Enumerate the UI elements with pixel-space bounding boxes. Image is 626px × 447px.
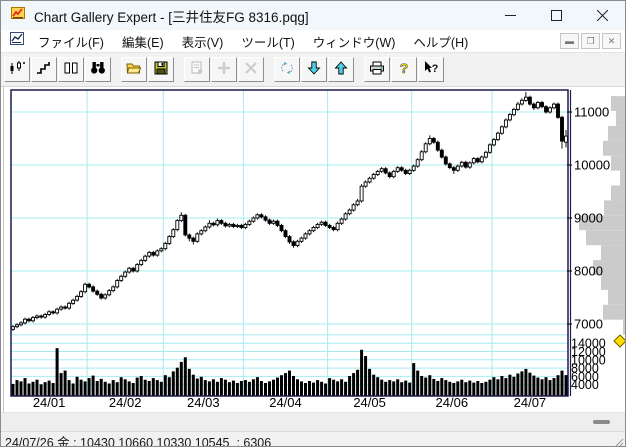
minimize-button[interactable] [487, 1, 533, 30]
svg-text:14000: 14000 [571, 337, 606, 351]
mdi-window-controls: ▬ ❐ ✕ [560, 33, 621, 49]
toolbar-separator [175, 53, 184, 86]
menu-window[interactable]: ウィンドウ(W) [312, 35, 396, 50]
save-floppy-icon [152, 60, 170, 79]
title-bar: Chart Gallery Expert - [三井住友FG 8316.pqg] [1, 1, 625, 30]
question-mark-icon: ? [395, 60, 413, 79]
help-button[interactable]: ? [391, 57, 417, 82]
toolbar: ? ? [1, 53, 625, 87]
volume-bars [11, 348, 568, 396]
horizontal-scrollbar[interactable] [1, 412, 625, 431]
plot-frame [10, 89, 572, 397]
price-chart[interactable]: 1100010000900080007000140001200010000800… [1, 87, 626, 412]
candlestick-icon [8, 60, 26, 79]
search-button[interactable] [85, 57, 111, 82]
svg-text:8000: 8000 [571, 362, 599, 376]
diamond-marker [613, 334, 625, 348]
x-axis-labels: 24/01 24/02 24/03 24/04 24/05 24/06 24/07 [33, 395, 546, 410]
maximize-button[interactable] [533, 1, 579, 30]
down-arrow-icon [305, 60, 323, 79]
svg-text:24/06: 24/06 [436, 395, 469, 410]
svg-text:24/04: 24/04 [269, 395, 302, 410]
menu-file[interactable]: ファイル(F) [38, 35, 104, 50]
svg-text:12000: 12000 [571, 345, 606, 359]
menu-tools[interactable]: ツール(T) [241, 35, 295, 50]
svg-text:4000: 4000 [571, 378, 599, 392]
scroll-down-button[interactable] [301, 57, 327, 82]
add-button [211, 57, 237, 82]
open-folder-icon [125, 60, 143, 79]
help-cursor-icon: ? [422, 60, 440, 79]
gridlines [3, 87, 568, 412]
window-title: Chart Gallery Expert - [三井住友FG 8316.pqg] [34, 9, 309, 25]
menu-edit[interactable]: 編集(E) [121, 35, 164, 50]
toolbar-separator [265, 53, 274, 86]
toolbar-separator [355, 53, 364, 86]
scrollbar-thumb[interactable] [593, 420, 610, 424]
refresh-button[interactable] [274, 57, 300, 82]
svg-text:8000: 8000 [574, 264, 603, 279]
properties-button [184, 57, 210, 82]
step-chart-button[interactable] [31, 57, 57, 82]
menu-bar: ファイル(F) 編集(E) 表示(V) ツール(T) ウィンドウ(W) ヘルプ(… [1, 30, 625, 53]
svg-text:7000: 7000 [574, 317, 603, 332]
split-view-button[interactable] [58, 57, 84, 82]
rotate-arrows-icon [278, 60, 296, 79]
menu-view[interactable]: 表示(V) [181, 35, 224, 50]
open-button[interactable] [121, 57, 147, 82]
context-help-button[interactable]: ? [418, 57, 444, 82]
chart-area: 11000 10000 9000 8000 7000 14000 12000 10000 800… [1, 87, 625, 412]
window-controls [487, 1, 625, 30]
plus-icon [215, 60, 233, 79]
scroll-up-button[interactable] [328, 57, 354, 82]
up-arrow-icon [332, 60, 350, 79]
step-chart-icon [35, 60, 53, 79]
svg-text:11000: 11000 [574, 105, 609, 120]
print-button[interactable] [364, 57, 390, 82]
mdi-minimize-button[interactable]: ▬ [560, 33, 579, 49]
resize-grip[interactable] [612, 437, 624, 447]
printer-icon [368, 60, 386, 79]
candles [11, 91, 568, 331]
close-button[interactable] [579, 1, 625, 30]
status-quote-text: 24/07/26 金 : 10430 10660 10330 10545 : 6… [5, 435, 272, 447]
mdi-close-button[interactable]: ✕ [602, 33, 621, 49]
svg-text:10000: 10000 [574, 158, 610, 173]
svg-text:24/05: 24/05 [353, 395, 386, 410]
save-button[interactable] [148, 57, 174, 82]
app-icon [10, 5, 26, 26]
volume-by-price-histogram [579, 96, 625, 335]
svg-text:?: ? [400, 60, 409, 76]
svg-text:24/07: 24/07 [514, 395, 547, 410]
split-panes-icon [62, 60, 80, 79]
properties-page-icon [188, 60, 206, 79]
status-bar: 24/07/26 金 : 10430 10660 10330 10545 : 6… [1, 431, 625, 447]
binoculars-icon [89, 60, 107, 79]
svg-text:6000: 6000 [571, 370, 599, 384]
mdi-restore-button[interactable]: ❐ [581, 33, 600, 49]
delete-button [238, 57, 264, 82]
menu-help[interactable]: ヘルプ(H) [413, 35, 469, 50]
document-icon[interactable] [9, 31, 25, 51]
svg-text:24/03: 24/03 [187, 395, 220, 410]
svg-text:24/01: 24/01 [33, 395, 66, 410]
chart-type-button[interactable] [4, 57, 30, 82]
svg-text:9000: 9000 [574, 211, 603, 226]
svg-text:24/02: 24/02 [109, 395, 142, 410]
toolbar-separator [112, 53, 121, 86]
svg-text:?: ? [432, 63, 439, 75]
svg-text:10000: 10000 [571, 353, 606, 367]
delete-x-icon [242, 60, 260, 79]
price-axis-labels: 11000 10000 9000 8000 7000 [567, 105, 610, 332]
